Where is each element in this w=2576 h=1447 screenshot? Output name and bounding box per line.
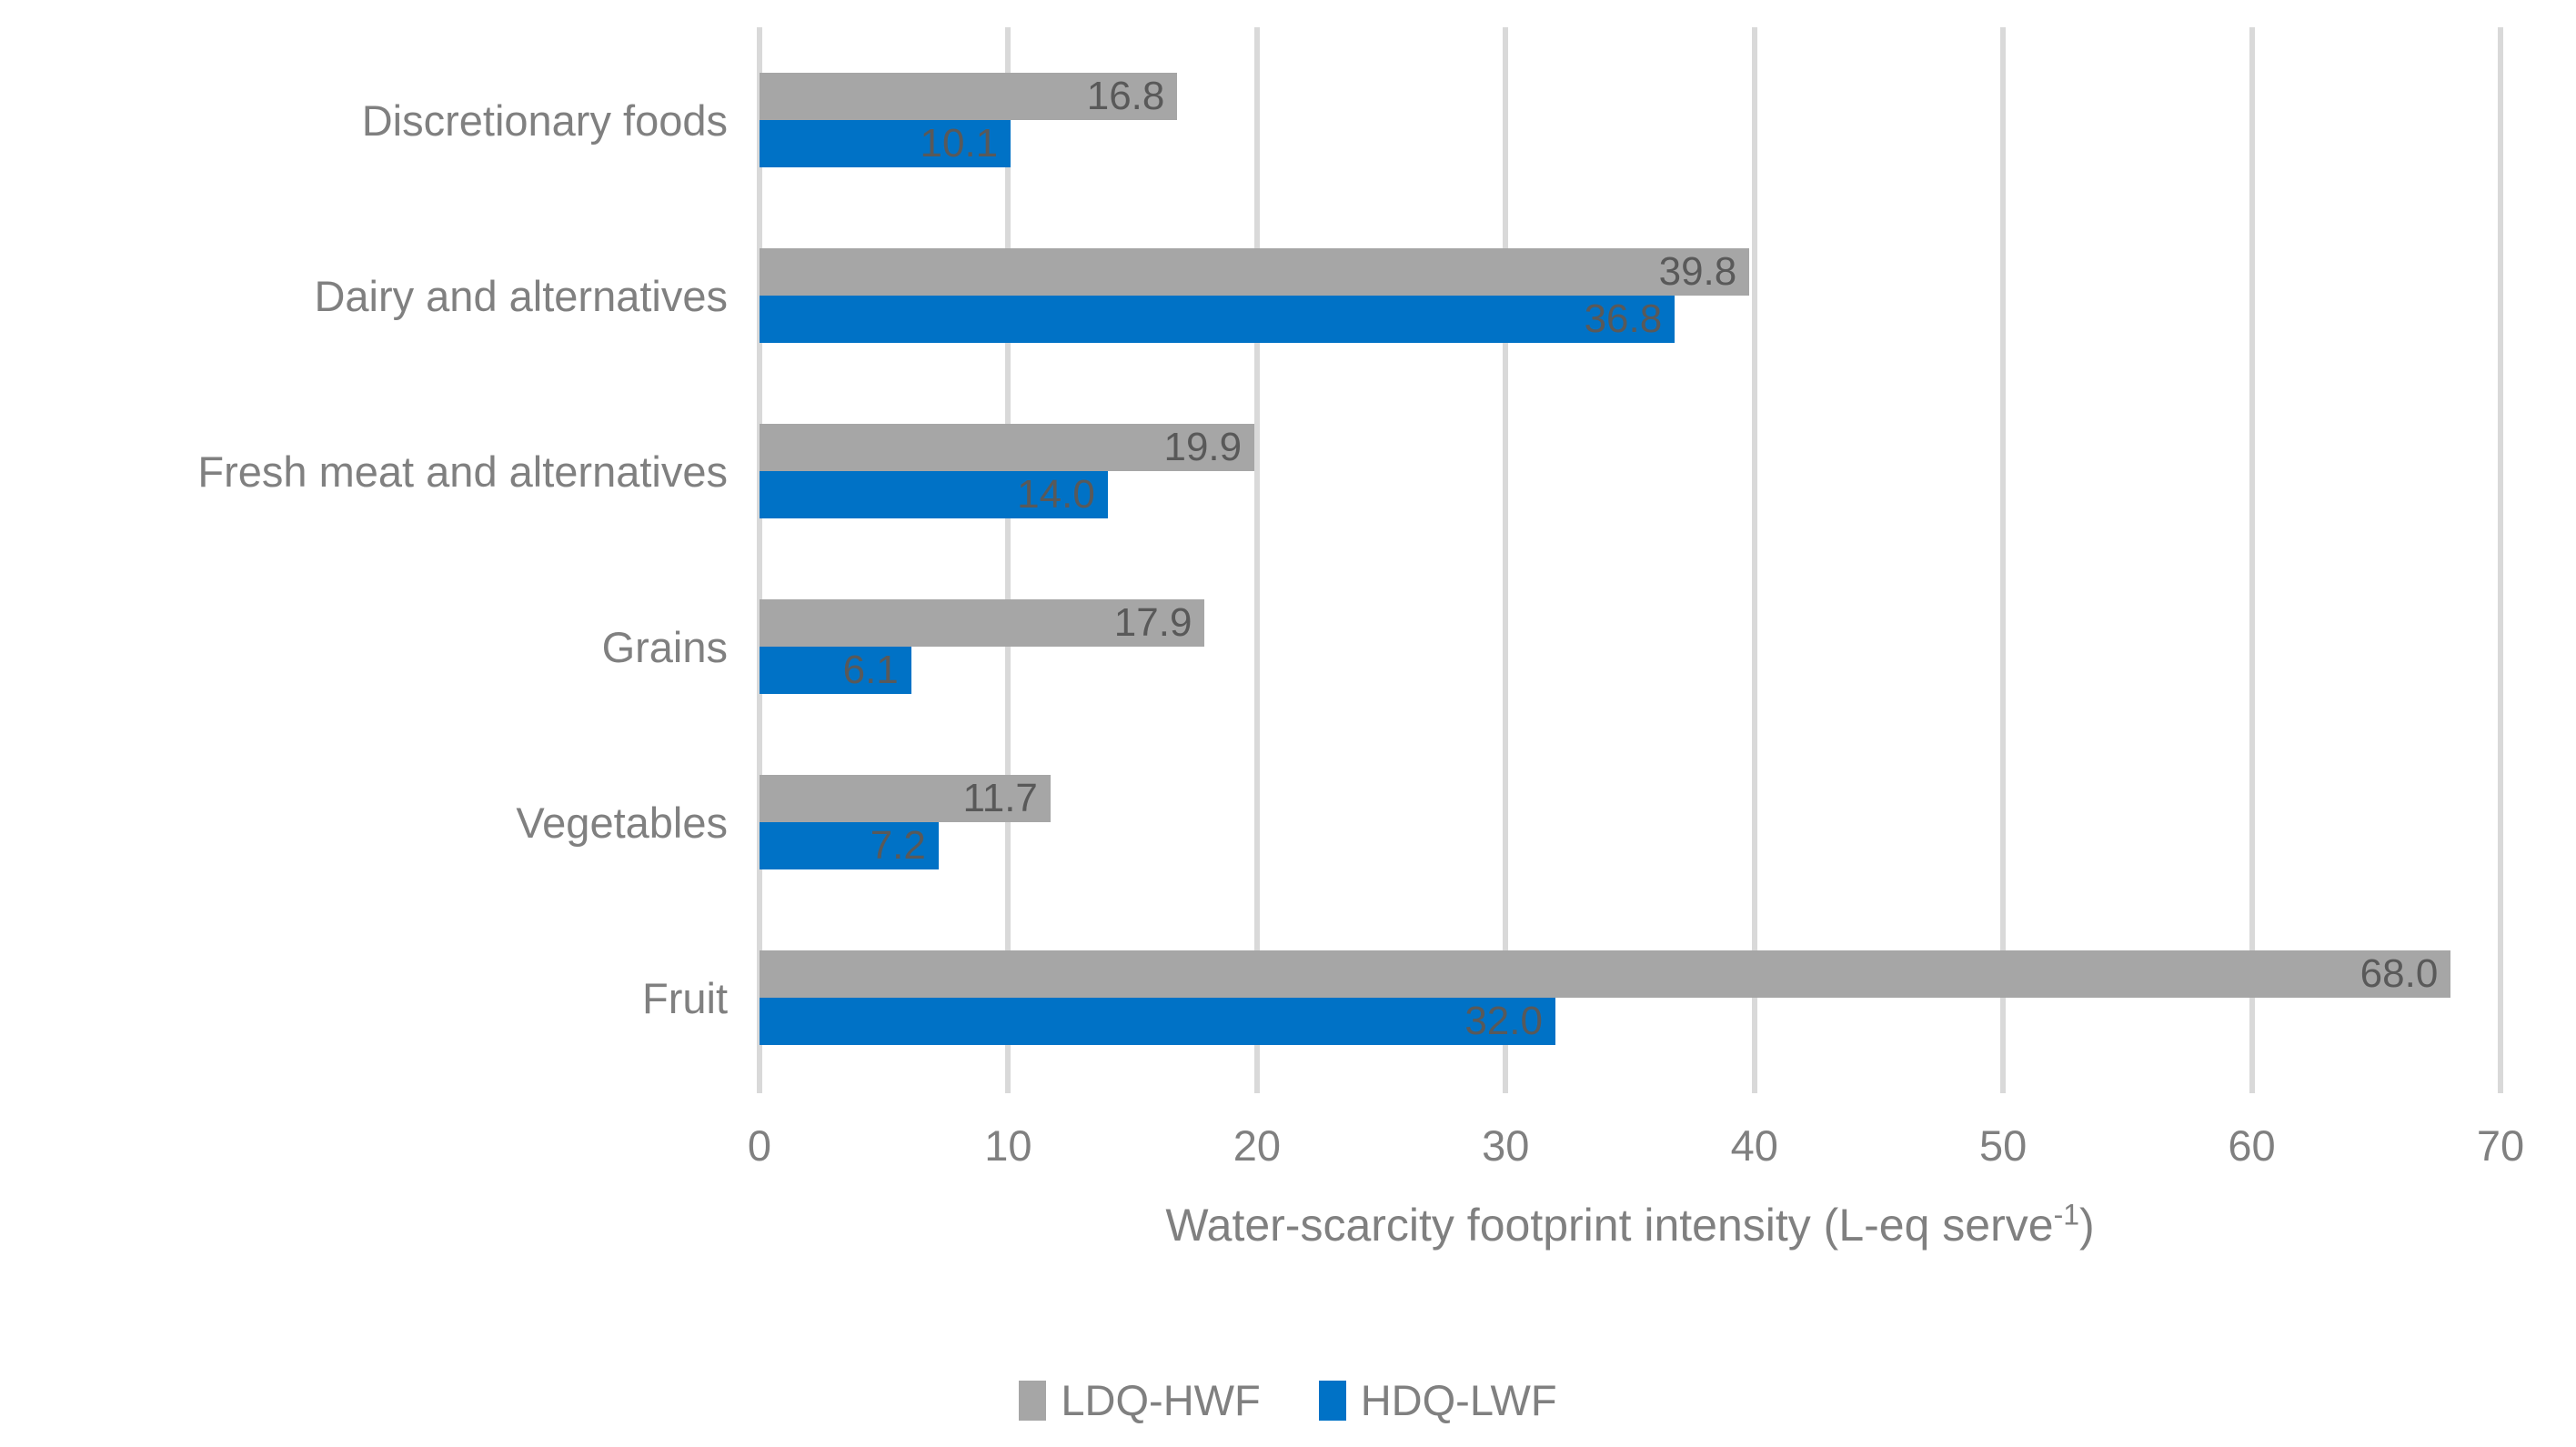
legend-swatch-icon [1019,1380,1047,1421]
bar-ldq-hwf-fresh-meat-and-alternatives: 19.9 [760,424,1255,471]
gridline-40 [1751,27,1757,1093]
bar-value-label: 17.9 [1113,600,1192,645]
gridline-70 [2498,27,2503,1093]
bar-value-label: 68.0 [2360,951,2439,996]
bar-value-label: 7.2 [870,823,926,868]
category-label-discretionary-foods: Discretionary foods [361,95,728,145]
x-tick-label-0: 0 [747,1121,772,1170]
bar-value-label: 14.0 [1017,472,1095,517]
bar-ldq-hwf-fruit: 68.0 [760,950,2451,998]
gridline-10 [1005,27,1011,1093]
gridline-60 [2249,27,2255,1093]
bar-value-label: 6.1 [842,648,899,692]
bar-value-label: 11.7 [962,776,1038,820]
bar-ldq-hwf-dairy-and-alternatives: 39.8 [760,248,1750,296]
gridline-0 [757,27,762,1093]
x-tick-label-10: 10 [984,1121,1032,1170]
bar-value-label: 10.1 [920,121,999,166]
bar-ldq-hwf-discretionary-foods: 16.8 [760,73,1178,120]
gridline-20 [1253,27,1260,1093]
x-axis-title-superscript: -1 [2053,1198,2080,1231]
gridline-30 [1503,27,1509,1093]
category-label-fresh-meat-and-alternatives: Fresh meat and alternatives [197,447,728,496]
bar-hdq-lwf-fruit: 32.0 [760,998,1555,1045]
legend-swatch-icon [1318,1380,1346,1421]
x-axis-title: Water-scarcity footprint intensity (L-eq… [760,1199,2501,1251]
legend: LDQ-HWF HDQ-LWF [0,1375,2576,1425]
bar-hdq-lwf-fresh-meat-and-alternatives: 14.0 [760,471,1108,518]
x-tick-label-60: 60 [2228,1121,2276,1170]
category-label-fruit: Fruit [642,973,728,1022]
legend-label: HDQ-LWF [1360,1376,1557,1424]
legend-item-hdq-lwf: HDQ-LWF [1318,1375,1557,1425]
bar-value-label: 39.8 [1658,249,1737,294]
bar-ldq-hwf-vegetables: 11.7 [760,775,1051,822]
category-label-dairy-and-alternatives: Dairy and alternatives [314,271,728,320]
bar-value-label: 19.9 [1163,425,1243,469]
category-label-grains: Grains [601,622,728,671]
bar-value-label: 36.8 [1584,296,1663,341]
bar-value-label: 32.0 [1464,999,1543,1043]
bar-hdq-lwf-discretionary-foods: 10.1 [760,120,1011,167]
x-tick-label-50: 50 [1979,1121,2028,1170]
x-tick-label-30: 30 [1482,1121,1530,1170]
x-tick-label-20: 20 [1233,1121,1281,1170]
category-label-vegetables: Vegetables [516,798,728,847]
legend-item-ldq-hwf: LDQ-HWF [1019,1375,1261,1425]
x-axis-title-text: Water-scarcity footprint intensity (L-eq… [1165,1200,2054,1251]
x-tick-label-70: 70 [2476,1121,2525,1170]
bar-hdq-lwf-grains: 6.1 [760,647,911,694]
x-tick-label-40: 40 [1730,1121,1778,1170]
bar-hdq-lwf-vegetables: 7.2 [760,822,939,869]
bar-ldq-hwf-grains: 17.9 [760,599,1205,647]
x-axis-title-suffix: ) [2079,1200,2095,1251]
bar-value-label: 16.8 [1086,74,1165,118]
legend-label: LDQ-HWF [1061,1376,1261,1424]
gridline-50 [2000,27,2007,1093]
bar-hdq-lwf-dairy-and-alternatives: 36.8 [760,296,1675,343]
